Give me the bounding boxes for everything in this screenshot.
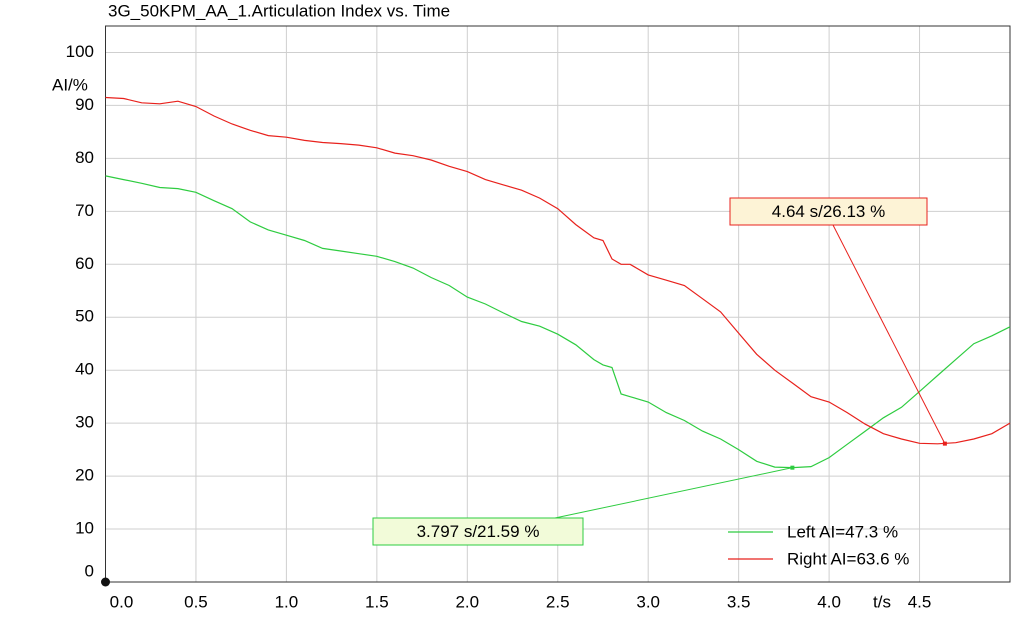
annotation-point — [790, 465, 795, 470]
y-tick-label: 70 — [75, 201, 94, 220]
x-tick-label: 2.0 — [455, 592, 479, 611]
x-tick-label: 4.0 — [817, 592, 841, 611]
x-tick-label: 1.5 — [365, 592, 389, 611]
x-tick-label: 0.5 — [184, 592, 208, 611]
y-tick-label: 0 — [85, 561, 94, 580]
annotation-text: 4.64 s/26.13 % — [772, 202, 885, 221]
x-tick-label: 0.0 — [110, 592, 134, 611]
x-tick-label: 2.5 — [546, 592, 570, 611]
y-tick-label: 30 — [75, 413, 94, 432]
annotation-point — [942, 441, 947, 446]
y-tick-label: 60 — [75, 254, 94, 273]
chart-title: 3G_50KPM_AA_1.Articulation Index vs. Tim… — [108, 1, 450, 20]
x-tick-label: 4.5 — [908, 592, 932, 611]
legend-label: Right AI=63.6 % — [787, 549, 909, 568]
annotation-text: 3.797 s/21.59 % — [417, 522, 540, 541]
series-line — [105, 96, 1011, 445]
legend-label: Left AI=47.3 % — [787, 522, 898, 541]
annotation-pointer — [554, 467, 793, 519]
x-axis-label: t/s — [873, 592, 891, 611]
x-tick-label: 1.0 — [275, 592, 299, 611]
y-tick-label: 40 — [75, 360, 94, 379]
y-tick-label: 90 — [75, 95, 94, 114]
series-line — [105, 175, 1011, 469]
plot-border — [105, 25, 1011, 583]
x-tick-label: 3.5 — [727, 592, 751, 611]
y-tick-label: 20 — [75, 466, 94, 485]
annotation-box — [729, 197, 928, 226]
y-tick-label: 50 — [75, 307, 94, 326]
y-axis-label: AI/% — [52, 75, 88, 94]
y-tick-label: 10 — [75, 519, 94, 538]
annotation-box — [372, 517, 584, 546]
y-tick-label: 80 — [75, 148, 94, 167]
origin-dot — [101, 577, 110, 587]
y-tick-label: 100 — [66, 42, 94, 61]
annotation-pointer — [832, 224, 946, 444]
x-tick-label: 3.0 — [636, 592, 660, 611]
